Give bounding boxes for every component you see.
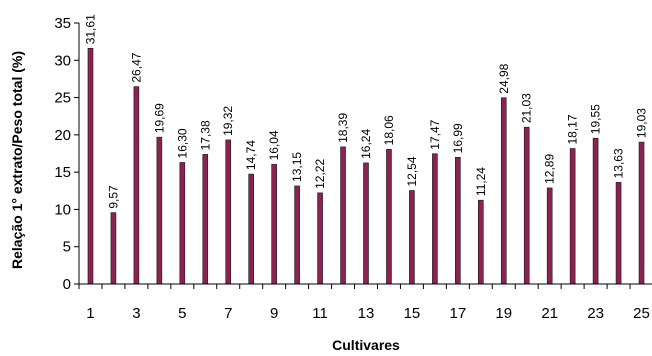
- bar: [615, 182, 622, 285]
- x-tick-label: 23: [587, 305, 604, 322]
- data-label: 19,55: [589, 104, 603, 134]
- y-tick-label: 5: [63, 239, 71, 256]
- bar: [294, 185, 300, 285]
- bar: [248, 173, 254, 285]
- x-tick-label: 25: [633, 305, 650, 322]
- bar: [133, 86, 140, 285]
- data-label: 16,99: [451, 123, 465, 153]
- x-tick-label: 13: [358, 305, 375, 322]
- bar: [638, 141, 645, 285]
- x-tick-label: 11: [312, 305, 328, 322]
- x-tick-label: 5: [178, 305, 186, 322]
- bar: [546, 187, 553, 285]
- bar: [110, 212, 117, 285]
- data-label: 9,57: [106, 185, 120, 209]
- data-label: 31,61: [83, 14, 97, 44]
- bar: [569, 148, 576, 285]
- x-tick-label: 19: [495, 305, 512, 322]
- data-label: 19,03: [635, 108, 649, 138]
- bar: [523, 126, 530, 285]
- bar: [432, 153, 438, 285]
- bar: [156, 136, 163, 285]
- x-tick-label: 21: [541, 305, 558, 322]
- bar: [409, 190, 415, 285]
- bar: [271, 164, 277, 285]
- bar: [455, 157, 461, 285]
- data-label: 26,47: [129, 52, 143, 82]
- data-label: 12,22: [313, 159, 327, 189]
- data-label: 17,47: [428, 119, 442, 149]
- data-label: 18,06: [382, 115, 396, 145]
- bar: [477, 199, 484, 285]
- y-tick-label: 10: [54, 201, 71, 218]
- y-tick-label: 20: [54, 127, 71, 144]
- data-label: 24,98: [497, 63, 511, 93]
- x-tick-label: 15: [404, 305, 421, 322]
- data-label: 11,24: [474, 167, 488, 196]
- data-label: 19,69: [152, 103, 166, 133]
- y-tick-label: 25: [54, 90, 71, 107]
- x-tick-label: 9: [270, 305, 278, 322]
- y-tick-label: 0: [63, 276, 71, 293]
- y-axis-title: Relação 1° extrato/Peso total (%): [9, 51, 25, 269]
- data-label: 14,74: [244, 140, 258, 170]
- data-label: 16,30: [175, 128, 189, 158]
- data-label: 12,89: [543, 154, 557, 184]
- bar: [317, 192, 323, 285]
- data-label: 16,24: [359, 129, 373, 159]
- data-label: 19,32: [221, 106, 235, 136]
- data-label: 21,03: [520, 93, 534, 123]
- bar: [386, 149, 392, 285]
- data-label: 13,15: [290, 152, 304, 182]
- bar: [592, 137, 599, 285]
- data-label: 17,38: [198, 120, 212, 150]
- data-label: 16,04: [267, 130, 281, 160]
- bar: [87, 47, 94, 285]
- bar: [340, 146, 346, 285]
- x-tick-label: 7: [224, 305, 232, 322]
- bar: [179, 162, 186, 285]
- y-tick-label: 15: [54, 164, 71, 181]
- bar: [225, 139, 232, 285]
- x-tick-label: 1: [86, 305, 94, 322]
- bar: [363, 162, 369, 285]
- y-tick-label: 35: [54, 15, 71, 32]
- y-tick-label: 30: [54, 52, 71, 69]
- x-tick-label: 17: [449, 305, 466, 322]
- data-label: 13,63: [612, 148, 626, 178]
- x-axis-title: Cultivares: [332, 337, 400, 353]
- data-label: 18,39: [336, 113, 350, 143]
- bar: [500, 97, 507, 285]
- data-label: 12,54: [405, 156, 419, 186]
- bar: [202, 154, 209, 285]
- x-tick-label: 3: [132, 305, 140, 322]
- data-label: 18,17: [566, 114, 580, 144]
